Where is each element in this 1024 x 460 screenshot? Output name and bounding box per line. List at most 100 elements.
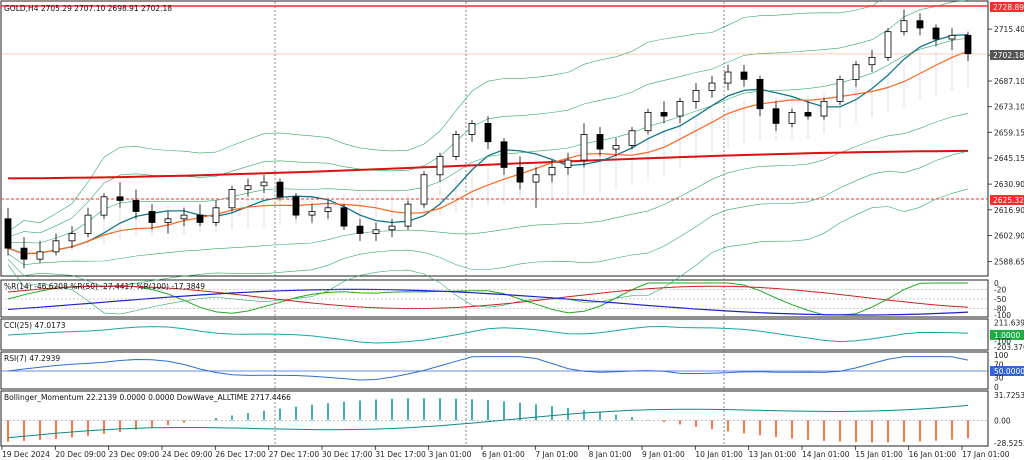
time-tick-label: 6 Jan 01:00	[482, 450, 525, 459]
momentum-histogram	[7, 398, 969, 443]
candle-up	[724, 71, 732, 84]
candle-up	[164, 218, 172, 223]
wpr50-line	[7, 285, 969, 310]
candle-up	[212, 207, 220, 223]
candle-up	[676, 100, 684, 117]
rsi-line	[7, 356, 969, 381]
candle-up	[900, 20, 908, 33]
rsi-value-label-bg	[990, 366, 1024, 376]
candle-down	[20, 247, 28, 260]
time-tick-label: 16 Jan 01:00	[909, 450, 957, 459]
candle-up	[884, 31, 892, 58]
candle-up	[692, 89, 700, 102]
candle-up	[52, 240, 60, 253]
rsi-tick-label: 70	[994, 361, 1004, 370]
momentum-tick-label: 0.00	[994, 416, 1011, 425]
level-bottom-label-bg	[990, 195, 1024, 205]
time-tick-label: 8 Jan 01:00	[589, 450, 632, 459]
candle-up	[548, 167, 556, 176]
candle-up	[436, 156, 444, 176]
candle-down	[276, 181, 284, 198]
time-tick-label: 13 Jan 01:00	[749, 450, 797, 459]
time-tick-label: 26 Dec 17:00	[215, 450, 266, 459]
current-price-label: 2702.18	[993, 51, 1024, 60]
wpr-axis: 0-20-50-80-100	[1, 279, 1011, 320]
candle-down	[292, 196, 300, 216]
bollinger-lower-band	[7, 113, 969, 266]
cci-tick-label: 211.639	[994, 318, 1024, 327]
time-axis: 19 Dec 2024 20 Dec 09:00 23 Dec 09:00 24 De…	[1, 446, 1010, 459]
candle-down	[660, 112, 668, 117]
candle-down	[596, 134, 604, 150]
candle-up	[612, 145, 620, 150]
candle-down	[196, 214, 204, 223]
candle-down	[500, 141, 508, 168]
momentum-tick-label: 31.7253	[994, 391, 1024, 400]
rsi-series-line	[7, 356, 969, 381]
time-tick-label: 14 Jan 01:00	[802, 450, 850, 459]
cci-axis: 211.639 1.0000-100-203.3765	[990, 318, 1024, 352]
wpr-tick-label: -50	[994, 295, 1006, 304]
candle-down	[4, 218, 12, 249]
candle-up	[564, 159, 572, 168]
price-tick-label: 2645.15	[994, 154, 1024, 163]
bollinger-bands	[7, 0, 969, 315]
day-separators	[274, 2, 725, 446]
time-tick-label: 15 Jan 01:00	[855, 450, 903, 459]
candle-up	[244, 185, 252, 190]
candle-up	[868, 56, 876, 66]
level-top-label: 2728.89	[993, 3, 1024, 12]
main-panel-frame	[0, 0, 989, 277]
current-price-label-bg	[990, 50, 1024, 60]
time-tick-label: 20 Dec 09:00	[55, 450, 106, 459]
bollinger-lower-band	[7, 188, 969, 315]
ma-long-line	[7, 149, 969, 180]
time-tick-label: 30 Dec 17:00	[322, 450, 373, 459]
cci-tick-label: -203.3765	[994, 343, 1024, 352]
candle-up	[948, 34, 956, 40]
candle-up	[420, 174, 428, 205]
time-tick-label: 10 Jan 01:00	[695, 450, 743, 459]
cci-tick-label: 1.0000	[994, 331, 1020, 340]
candle-down	[132, 200, 140, 212]
wpr-tick-label: -100	[994, 311, 1011, 320]
candle-down	[756, 78, 764, 110]
time-tick-label: 19 Dec 2024	[2, 450, 50, 459]
time-tick-label: 9 Jan 01:00	[642, 450, 685, 459]
price-tick-label: 2673.10	[994, 103, 1024, 112]
price-tick-label: 2588.65	[994, 258, 1024, 267]
candle-down	[772, 108, 780, 124]
candle-up	[404, 203, 412, 227]
candles	[4, 9, 972, 269]
cci-series-line	[7, 325, 969, 344]
candle-up	[84, 214, 92, 234]
candle-down	[964, 34, 972, 55]
wpr-tick-label: 0	[994, 279, 999, 288]
candle-up	[180, 214, 188, 220]
wpr-header: %R(14) -46.6208 %R(50) -27.4417 %R(100) …	[4, 282, 205, 291]
wpr100-line	[7, 288, 969, 316]
candle-up	[644, 112, 652, 132]
price-tick-label: 2616.90	[994, 206, 1024, 215]
level-top-label-bg	[990, 2, 1024, 12]
candle-up	[36, 251, 44, 260]
candle-up	[708, 82, 716, 91]
time-tick-label: 27 Dec 17:00	[269, 450, 320, 459]
candle-down	[516, 167, 524, 183]
momentum-panel-frame	[0, 390, 989, 447]
cci-header: CCI(25) 47.0173	[4, 321, 66, 330]
candle-down	[740, 71, 748, 80]
time-tick-label: 17 Jan 01:00	[962, 450, 1010, 459]
dowwave-line	[7, 404, 969, 439]
candle-down	[804, 112, 812, 117]
cci-panel-frame	[0, 318, 989, 351]
rsi-panel-frame	[0, 351, 989, 390]
wpr-lines	[7, 282, 969, 316]
rsi-header: RSI(7) 47.2939	[4, 354, 60, 363]
wpr-panel-frame	[0, 279, 989, 318]
time-tick-label: 3 Jan 01:00	[429, 450, 472, 459]
cci-tick-label: -100	[994, 337, 1011, 346]
candle-up	[468, 123, 476, 135]
candle-up	[308, 211, 316, 216]
